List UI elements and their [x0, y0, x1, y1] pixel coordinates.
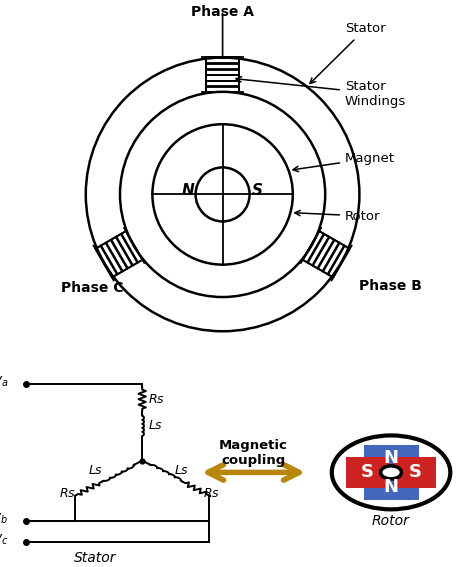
Text: N: N [383, 478, 399, 496]
Bar [393, 457, 436, 488]
Text: $Ls$: $Ls$ [88, 464, 103, 477]
Text: Phase B: Phase B [359, 280, 421, 294]
Text: $Ls$: $Ls$ [148, 420, 163, 432]
Text: $v_a$: $v_a$ [0, 374, 8, 388]
Text: Stator: Stator [310, 22, 386, 83]
Text: $Rs$: $Rs$ [203, 488, 220, 501]
Circle shape [381, 466, 401, 479]
Bar [364, 445, 419, 471]
Bar [206, 70, 239, 75]
Bar [364, 474, 419, 500]
Text: Phase C: Phase C [61, 281, 123, 295]
Bar [206, 64, 239, 69]
Text: $Rs$: $Rs$ [59, 488, 76, 501]
Bar [121, 231, 143, 263]
Text: Stator
Windings: Stator Windings [236, 77, 406, 108]
Text: Rotor: Rotor [295, 210, 381, 222]
Bar [206, 75, 239, 81]
Bar [308, 234, 329, 265]
Text: Magnet: Magnet [293, 152, 395, 172]
Text: N: N [383, 449, 399, 467]
Text: Stator: Stator [73, 551, 116, 565]
Circle shape [196, 167, 250, 222]
Bar [95, 231, 143, 277]
Bar [206, 57, 239, 92]
Bar [303, 231, 324, 263]
Bar [323, 243, 344, 274]
Text: S: S [251, 183, 262, 198]
Bar [313, 237, 334, 268]
Bar [101, 243, 122, 274]
Text: Phase A: Phase A [191, 6, 254, 19]
Bar [96, 246, 117, 277]
Bar [303, 231, 350, 277]
Bar [318, 240, 339, 271]
Text: Rotor: Rotor [372, 514, 410, 527]
Bar [116, 234, 137, 265]
Bar [106, 240, 127, 271]
Text: S: S [361, 463, 374, 481]
Bar [206, 87, 239, 92]
Text: S: S [408, 463, 421, 481]
Bar [328, 246, 349, 277]
Bar [111, 237, 132, 268]
Bar [206, 58, 239, 63]
Text: $Rs$: $Rs$ [148, 393, 165, 406]
Bar [206, 81, 239, 87]
Bar [346, 457, 389, 488]
Text: Magnetic
coupling: Magnetic coupling [219, 439, 288, 467]
Text: $Ls$: $Ls$ [174, 464, 190, 477]
Text: N: N [182, 183, 195, 198]
Text: $v_b$: $v_b$ [0, 511, 8, 526]
Text: $v_c$: $v_c$ [0, 532, 8, 547]
